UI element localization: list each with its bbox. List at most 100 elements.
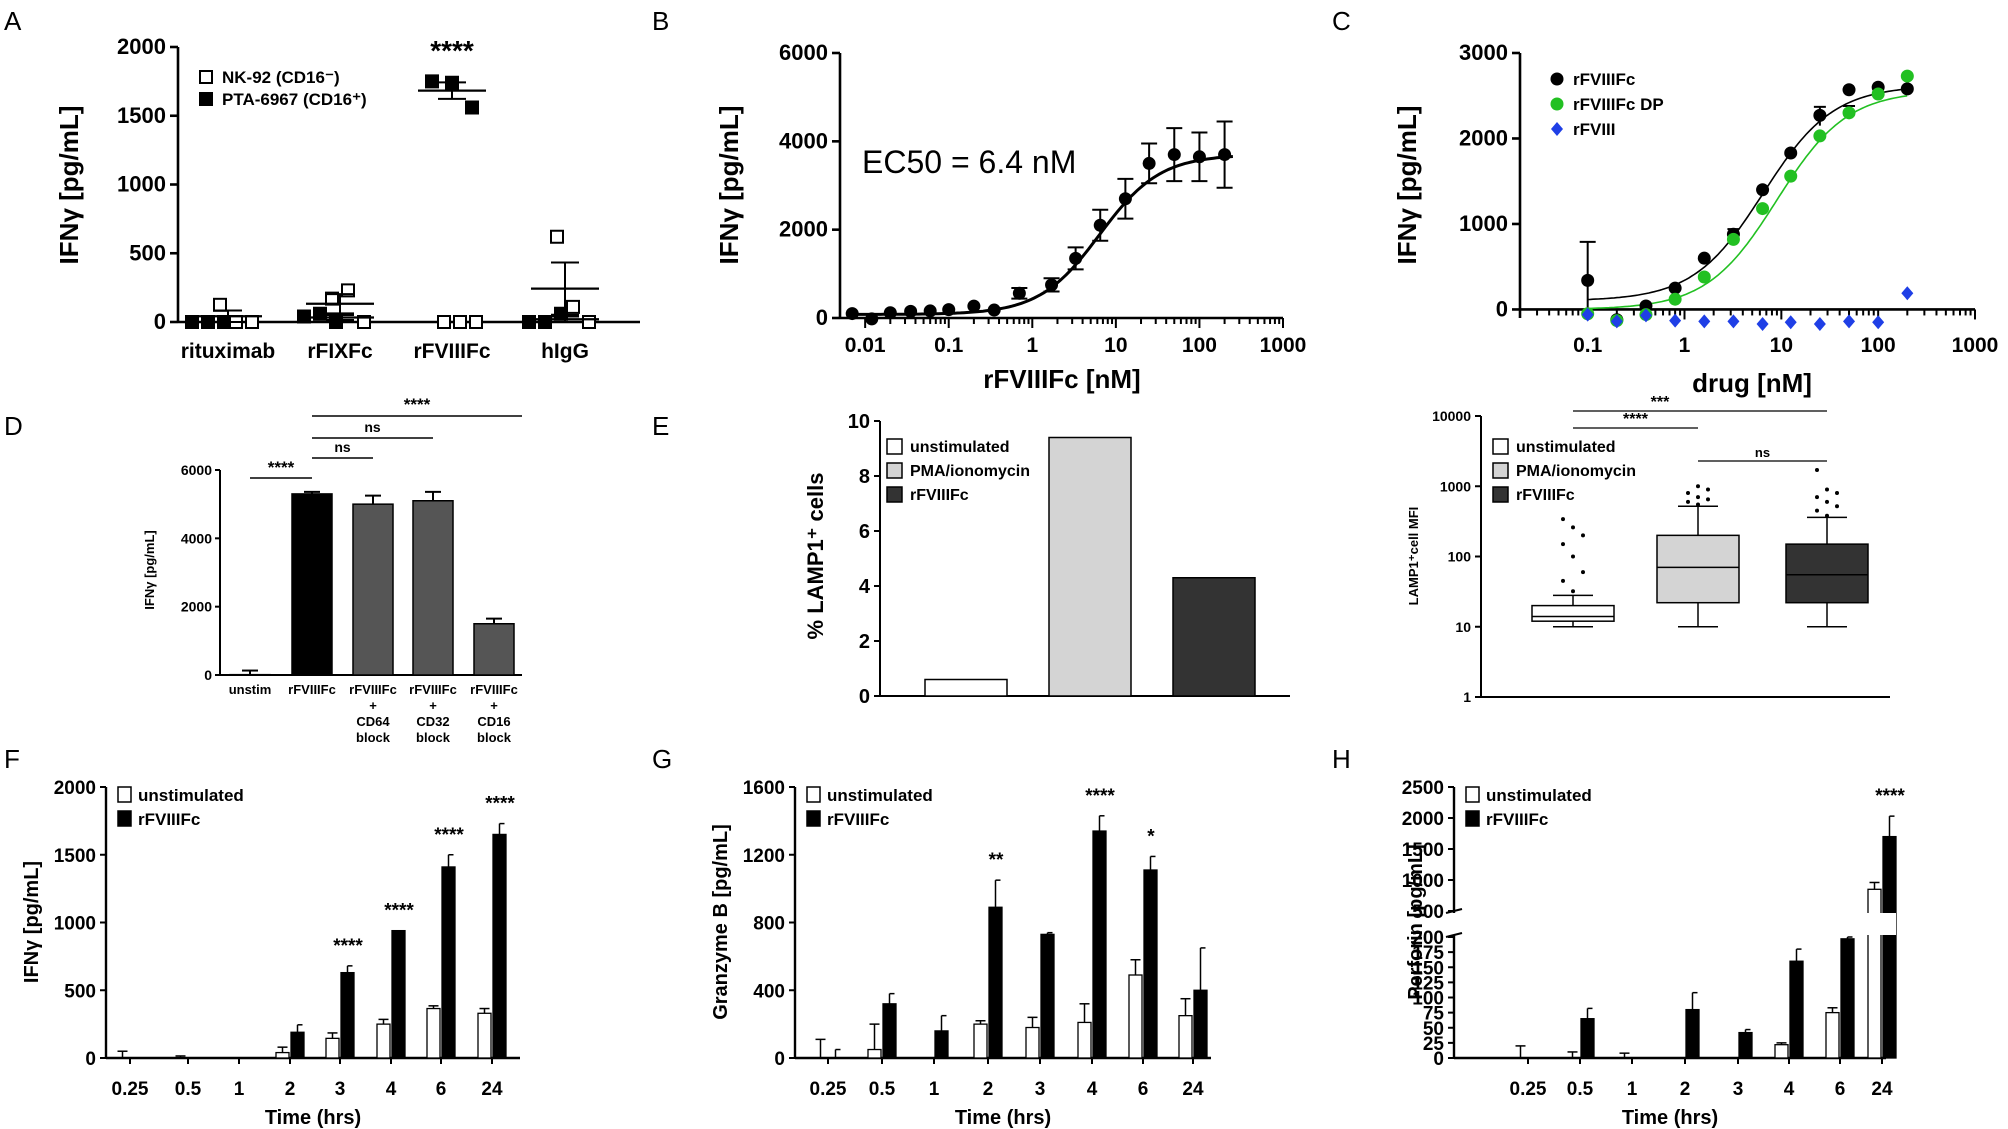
e2-legend-marker — [1492, 438, 1509, 455]
b-data-point — [1192, 150, 1206, 164]
a-cd16pos-point — [538, 315, 552, 329]
a-cd16neg-point — [437, 315, 451, 329]
g-bar-rfviiifc — [1193, 989, 1208, 1059]
h-x-tick-label: 6 — [1835, 1079, 1846, 1100]
c-rfviiifc-dp-point — [1813, 129, 1827, 143]
h-legend-unstim: unstimulated — [1486, 786, 1592, 805]
b-x-label: rFVIIIFc [nM] — [983, 364, 1140, 394]
h-legend-rfviiifc: rFVIIIFc — [1486, 810, 1548, 829]
f-x-label: Time (hrs) — [265, 1107, 361, 1129]
c-legend-label: rFVIIIFc — [1573, 70, 1635, 89]
panel-a-label: A — [4, 6, 22, 36]
h-x-tick-label: 3 — [1733, 1079, 1744, 1100]
h-x-label: Time (hrs) — [1622, 1107, 1718, 1129]
g-y-tick-label: 800 — [753, 914, 785, 935]
f-bar-rfviiifc — [391, 929, 406, 1059]
c-rfviiifc-dp-point — [1756, 202, 1770, 216]
e2-box — [1785, 543, 1869, 604]
e-y-tick-label: 0 — [859, 686, 870, 708]
f-bar-rfviiifc — [441, 866, 456, 1059]
h-y-tick-label: 500 — [1412, 902, 1444, 923]
g-bar-unstim — [1025, 1026, 1040, 1059]
g-legend-unstim: unstimulated — [827, 786, 933, 805]
h-y-tick-label: 175 — [1412, 943, 1444, 964]
h-bar-break-gap — [1866, 913, 1896, 935]
b-x-tick-label: 0.1 — [934, 334, 964, 357]
c-rfviiifc-dp-point — [1726, 232, 1740, 246]
h-y-label: Perforin [pg/mL] — [1405, 844, 1427, 1000]
f-x-tick-label: 4 — [386, 1079, 397, 1100]
c-rfviii-point — [1727, 314, 1740, 329]
b-data-point — [865, 312, 879, 326]
d-x-tick-label: rFVIIIFc + CD16 block — [470, 682, 518, 745]
e2-legend-marker — [1492, 462, 1509, 479]
g-y-tick-label: 1600 — [743, 778, 785, 799]
f-significance: **** — [333, 936, 363, 957]
e2-outlier — [1561, 578, 1565, 583]
b-x-tick-label: 1000 — [1260, 334, 1307, 357]
d-bar — [412, 500, 454, 676]
b-data-point — [1069, 251, 1083, 265]
c-y-tick-label: 2000 — [1459, 125, 1508, 150]
c-rfviii-point — [1756, 316, 1769, 331]
h-axis-break-mark — [1445, 932, 1463, 938]
a-x-tick-label: rFVIIIFc — [413, 340, 490, 363]
c-legend-label: rFVIII — [1573, 120, 1616, 139]
a-cd16pos-point — [425, 74, 439, 89]
a-legend-cd16pos: PTA-6967 (CD16⁺) — [222, 90, 367, 109]
d-x-tick-label: rFVIIIFc — [288, 682, 336, 697]
f-legend-marker — [117, 786, 132, 803]
d-y-tick-label: 0 — [204, 667, 212, 683]
c-rfviiifc-point — [1900, 82, 1914, 96]
g-x-tick-label: 0.25 — [810, 1079, 847, 1100]
c-rfviii-point — [1639, 308, 1652, 323]
b-data-point — [904, 304, 918, 318]
h-axis-break-gap — [1444, 913, 1464, 935]
e2-outlier — [1686, 491, 1690, 496]
c-rfviiifc-point — [1581, 273, 1595, 287]
e-legend-label: rFVIIIFc — [910, 487, 969, 504]
e2-outlier — [1706, 497, 1710, 502]
e-y-tick-label: 10 — [848, 411, 870, 433]
b-data-point — [1093, 218, 1107, 232]
g-y-tick-label: 0 — [774, 1049, 785, 1070]
panel-h-label: H — [1332, 744, 1351, 774]
c-legend-label: rFVIIIFc DP — [1573, 95, 1664, 114]
g-x-tick-label: 1 — [929, 1079, 940, 1100]
g-y-label: Granzyme B [pg/mL] — [710, 824, 732, 1020]
h-bar-rfviiifc — [1789, 960, 1804, 1059]
f-x-tick-label: 3 — [335, 1079, 346, 1100]
panel-c-label: C — [1332, 6, 1351, 36]
e2-outlier — [1581, 533, 1585, 538]
e2-outlier — [1825, 513, 1829, 518]
e2-outlier — [1696, 502, 1700, 507]
e2-comparison-label: *** — [1651, 394, 1670, 411]
b-y-label: IFNγ [pg/mL] — [714, 106, 744, 265]
e2-y-tick-label: 10000 — [1432, 408, 1471, 424]
h-bar-unstim — [1774, 1044, 1789, 1059]
e-bar — [1172, 577, 1256, 697]
h-bar-rfviiifc — [1685, 1008, 1700, 1059]
g-bar-rfviiifc — [934, 1030, 949, 1059]
e2-legend-label: rFVIIIFc — [1516, 487, 1575, 504]
f-significance: **** — [485, 794, 515, 815]
panel-g-label: G — [652, 744, 672, 774]
a-significance: **** — [430, 35, 474, 66]
d-y-tick-label: 4000 — [181, 530, 212, 546]
c-x-tick-label: 1000 — [1952, 334, 1999, 357]
g-legend-rfviiifc: rFVIIIFc — [827, 810, 889, 829]
g-significance: ** — [989, 850, 1004, 871]
a-x-tick-label: hIgG — [541, 340, 589, 363]
a-cd16neg-point — [453, 315, 467, 329]
e2-outlier — [1835, 504, 1839, 509]
c-rfviiifc-dp-point — [1784, 169, 1798, 183]
d-y-tick-label: 2000 — [181, 599, 212, 615]
d-comparison-label: ns — [364, 419, 381, 435]
h-x-tick-label: 0.25 — [1510, 1079, 1547, 1100]
e2-outlier — [1571, 525, 1575, 530]
c-legend-marker — [1550, 72, 1564, 86]
h-y-tick-label: 50 — [1423, 1019, 1444, 1040]
d-x-tick-label: unstim — [229, 682, 272, 697]
h-y-tick-label: 0 — [1433, 1049, 1444, 1070]
e2-outlier — [1815, 495, 1819, 500]
